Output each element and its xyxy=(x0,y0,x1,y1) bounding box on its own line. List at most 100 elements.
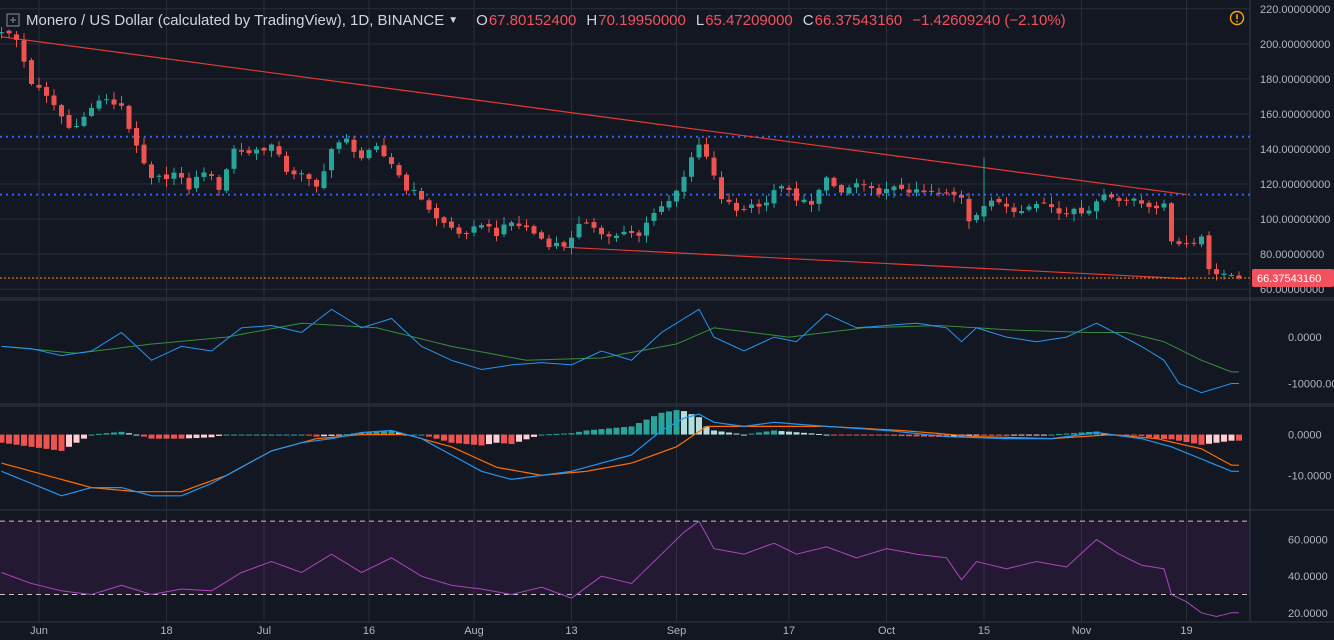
candle-body xyxy=(156,175,162,177)
candle-body xyxy=(14,34,19,40)
histogram-bar xyxy=(441,434,447,441)
candle-body xyxy=(584,222,589,224)
change-value: −1.42609240 (−2.10%) xyxy=(912,11,1066,29)
histogram-bar xyxy=(778,431,785,435)
candle-body xyxy=(1154,205,1159,209)
histogram-bar xyxy=(1033,434,1040,436)
histogram-bar xyxy=(276,434,282,436)
histogram-bar xyxy=(643,419,650,435)
histogram-bar xyxy=(838,434,845,436)
histogram-bar xyxy=(0,434,5,443)
candle-body xyxy=(704,144,709,157)
candle-body xyxy=(1064,213,1069,215)
time-axis-label: Oct xyxy=(878,625,895,637)
histogram-bar xyxy=(1063,433,1070,435)
candle-body xyxy=(291,170,297,175)
histogram-bar xyxy=(13,434,20,445)
candle-body xyxy=(441,217,447,223)
histogram-bar xyxy=(58,434,65,451)
candle-body xyxy=(51,95,57,106)
candle-body xyxy=(1229,274,1234,276)
histogram-bar xyxy=(388,430,395,435)
candle-body xyxy=(1109,194,1114,198)
time-axis-label: Aug xyxy=(464,625,484,637)
candle-body xyxy=(876,188,882,195)
candle-body xyxy=(1184,243,1189,245)
candle-body xyxy=(944,192,949,194)
candle-body xyxy=(366,149,372,159)
price-axis-label: 60.00000000 xyxy=(1260,284,1324,296)
candle-body xyxy=(336,142,342,149)
candle-body xyxy=(801,199,807,203)
histogram-bar xyxy=(216,434,222,436)
candle-body xyxy=(126,105,132,129)
candle-body xyxy=(981,205,987,217)
candle-body xyxy=(224,169,229,191)
candle-body xyxy=(696,144,702,158)
histogram-bar xyxy=(696,417,702,435)
candle-body xyxy=(936,192,942,194)
histogram-bar xyxy=(486,434,492,445)
histogram-bar xyxy=(81,434,87,439)
candle-body xyxy=(141,144,147,164)
candle-body xyxy=(779,186,784,189)
histogram-bar xyxy=(253,434,260,436)
candle-body xyxy=(1124,199,1129,201)
histogram-bar xyxy=(66,434,72,447)
histogram-bar xyxy=(891,434,897,436)
histogram-bar xyxy=(1198,434,1205,445)
histogram-bar xyxy=(651,416,657,435)
candle-body xyxy=(449,221,454,228)
histogram-bar xyxy=(1168,434,1175,440)
histogram-bar xyxy=(733,433,740,435)
collapse-legend-icon[interactable] xyxy=(6,13,20,27)
histogram-bar xyxy=(111,432,117,435)
histogram-bar xyxy=(1183,434,1190,443)
histogram-bar xyxy=(561,433,567,435)
candle-body xyxy=(44,87,49,96)
candle-body xyxy=(351,139,357,152)
histogram-bar xyxy=(501,434,507,444)
candle-body xyxy=(96,100,102,109)
chevron-down-icon[interactable]: ▼ xyxy=(448,14,459,26)
symbol-title[interactable]: Monero / US Dollar (calculated by Tradin… xyxy=(26,11,445,29)
candle-body xyxy=(719,177,724,200)
candle-body xyxy=(1236,275,1242,279)
macd-histogram xyxy=(0,410,1242,451)
candle-body xyxy=(164,174,169,180)
candle-body xyxy=(1116,198,1122,201)
histogram-bar xyxy=(966,434,972,436)
histogram-bar xyxy=(1213,434,1220,443)
warning-icon[interactable] xyxy=(1229,10,1245,26)
histogram-bar xyxy=(1048,434,1055,436)
histogram-bar xyxy=(1138,434,1145,436)
histogram-bar xyxy=(186,434,192,439)
candle-body xyxy=(494,227,499,237)
histogram-bar xyxy=(133,434,140,436)
candles xyxy=(0,27,1242,281)
histogram-bar xyxy=(313,434,320,437)
candle-body xyxy=(711,157,717,176)
histogram-bar xyxy=(88,434,95,436)
histogram-bar xyxy=(771,430,777,435)
histogram-bar xyxy=(193,434,200,438)
rsi-axis-label: 20.0000 xyxy=(1288,608,1328,620)
candle-body xyxy=(239,150,244,152)
candle-body xyxy=(674,190,679,202)
histogram-bar xyxy=(298,434,305,436)
candle-body xyxy=(756,203,762,207)
histogram-bar xyxy=(6,434,12,444)
histogram-bar xyxy=(996,434,1002,436)
candle-body xyxy=(906,189,912,193)
histogram-bar xyxy=(516,434,522,442)
candle-body xyxy=(989,200,994,207)
candle-body xyxy=(254,149,259,154)
histogram-bar xyxy=(246,434,252,436)
candle-body xyxy=(591,222,597,228)
histogram-bar xyxy=(823,434,830,436)
histogram-bar xyxy=(576,431,582,435)
histogram-bar xyxy=(621,427,627,435)
histogram-bar xyxy=(681,411,687,435)
candle-body xyxy=(1191,242,1197,244)
